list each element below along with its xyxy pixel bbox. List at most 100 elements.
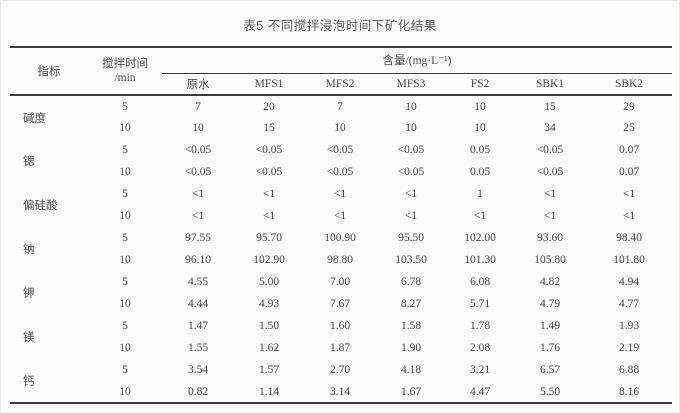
value-cell: <0.05 xyxy=(326,166,354,178)
value-cell: 4.77 xyxy=(618,298,640,310)
value-cell: 2.08 xyxy=(469,342,491,354)
value-cell: <1 xyxy=(333,210,347,222)
header-sample-mfs2: MFS2 xyxy=(325,77,355,90)
value-cell: 1.14 xyxy=(258,385,280,398)
value-cell: <1 xyxy=(404,210,418,222)
value-cell: 1.78 xyxy=(469,320,491,332)
table-row: 10 <0.05 <0.05 <0.05 <0.05 0.05 <0.05 0.07 xyxy=(10,161,672,183)
value-cell: 101.30 xyxy=(464,254,496,266)
value-cell: 102.90 xyxy=(253,254,285,266)
stir-time-cell: 10 xyxy=(119,385,131,398)
value-cell: <1 xyxy=(262,188,276,200)
stir-time-cell: 5 xyxy=(122,144,128,156)
header-sample-fs2: FS2 xyxy=(470,77,490,90)
value-cell: 7.67 xyxy=(329,298,351,310)
value-cell: 8.27 xyxy=(400,298,422,310)
value-cell: 6.57 xyxy=(539,364,561,376)
stir-time-cell: 5 xyxy=(122,188,128,200)
header-stir-time: 搅拌时间 /min xyxy=(88,47,162,95)
table-row: 偏硅酸 5 <1 <1 <1 <1 1 <1 <1 xyxy=(10,183,672,212)
header-sample-sbk1: SBK1 xyxy=(535,77,565,90)
table-row: 镁 5 1.47 1.50 1.60 1.58 1.78 1.49 1.93 xyxy=(10,315,672,344)
table-row: 锶 5 <0.05 <0.05 <0.05 <0.05 0.05 <0.05 0.07 xyxy=(10,139,672,168)
value-cell: 0.05 xyxy=(469,144,491,156)
header-content-group: 含量/(mg·L⁻¹) xyxy=(162,47,673,74)
stir-time-cell: 10 xyxy=(119,210,131,222)
header-indicator: 指标 xyxy=(37,66,61,78)
header-sample-mfs3: MFS3 xyxy=(396,77,426,90)
stir-time-cell: 10 xyxy=(119,254,131,266)
value-cell: 98.40 xyxy=(616,232,642,244)
indicator-cell: 镁 xyxy=(23,332,35,344)
value-cell: 20 xyxy=(263,100,275,113)
value-cell: <1 xyxy=(622,188,636,200)
value-cell: 101.80 xyxy=(613,254,645,266)
value-cell: <0.05 xyxy=(184,144,212,156)
value-cell: 1.90 xyxy=(400,342,422,354)
value-cell: <0.05 xyxy=(397,166,425,178)
value-cell: <1 xyxy=(622,210,636,222)
value-cell: <1 xyxy=(543,210,557,222)
value-cell: 7.00 xyxy=(329,276,351,288)
value-cell: 102.00 xyxy=(464,232,496,244)
value-cell: 15 xyxy=(263,122,275,134)
value-cell: 2.70 xyxy=(329,364,351,376)
value-cell: 6.88 xyxy=(618,364,640,376)
value-cell: 97.55 xyxy=(185,232,211,244)
value-cell: 95.50 xyxy=(398,232,424,244)
value-cell: 10 xyxy=(334,122,346,134)
value-cell: 0.82 xyxy=(187,385,209,398)
value-cell: 4.79 xyxy=(539,298,561,310)
value-cell: 10 xyxy=(405,122,417,134)
value-cell: 3.14 xyxy=(329,385,351,398)
indicator-cell: 钾 xyxy=(23,288,35,300)
value-cell: <0.05 xyxy=(397,144,425,156)
value-cell: 1.55 xyxy=(187,342,209,354)
value-cell: 7 xyxy=(337,100,343,113)
value-cell: 6.08 xyxy=(469,276,491,288)
value-cell: <0.05 xyxy=(536,144,564,156)
stir-time-cell: 10 xyxy=(119,122,131,134)
table-row: 钙 5 3.54 1.57 2.70 4.18 3.21 6.57 6.88 xyxy=(10,359,672,388)
value-cell: 29 xyxy=(623,100,635,113)
value-cell: 4.55 xyxy=(187,276,209,288)
value-cell: <0.05 xyxy=(255,144,283,156)
value-cell: 100.90 xyxy=(324,232,356,244)
value-cell: 10 xyxy=(474,100,486,113)
value-cell: 1.62 xyxy=(258,342,280,354)
value-cell: 10 xyxy=(192,122,204,134)
table-title: 表5 不同搅拌浸泡时间下矿化结果 xyxy=(243,19,437,33)
value-cell: <0.05 xyxy=(536,166,564,178)
value-cell: 5.00 xyxy=(258,276,280,288)
value-cell: 4.82 xyxy=(539,276,561,288)
indicator-cell: 钙 xyxy=(23,375,35,388)
value-cell: <1 xyxy=(262,210,276,222)
mineralization-table: 指标 搅拌时间 /min 含量/(mg·L⁻¹) 原水 MFS1 MFS2 MF… xyxy=(10,46,673,404)
value-cell: 4.18 xyxy=(400,364,422,376)
stir-time-cell: 5 xyxy=(122,364,128,376)
stir-time-cell: 5 xyxy=(122,100,128,113)
value-cell: 34 xyxy=(544,122,556,134)
value-cell: <1 xyxy=(543,188,557,200)
indicator-cell: 碱度 xyxy=(23,112,46,125)
value-cell: 2.19 xyxy=(618,342,640,354)
value-cell: 4.44 xyxy=(187,298,209,310)
table-row: 碱度 5 7 20 7 10 10 15 29 xyxy=(10,95,672,125)
value-cell: 1.49 xyxy=(539,320,561,332)
value-cell: <0.05 xyxy=(255,166,283,178)
indicator-cell: 钠 xyxy=(23,244,35,256)
value-cell: 3.21 xyxy=(469,364,491,376)
value-cell: <0.05 xyxy=(326,144,354,156)
value-cell: 96.10 xyxy=(185,254,211,266)
header-sample-sbk2: SBK2 xyxy=(614,77,644,90)
table-body: 碱度 5 7 20 7 10 10 15 29 10 10 15 10 10 10 34 25 锶 5 <0.05 <0… xyxy=(10,95,672,403)
value-cell: <1 xyxy=(404,188,418,200)
header-row-top: 指标 搅拌时间 /min 含量/(mg·L⁻¹) xyxy=(10,47,673,84)
stir-time-cell: 5 xyxy=(122,320,128,332)
value-cell: 0.05 xyxy=(469,166,491,178)
table-row: 10 96.10 102.90 98.80 103.50 101.30 105.80 101.… xyxy=(10,249,672,271)
value-cell: 10 xyxy=(405,100,417,113)
value-cell: 93.60 xyxy=(537,232,563,244)
value-cell: 4.94 xyxy=(618,276,640,288)
value-cell: 10 xyxy=(474,122,486,134)
